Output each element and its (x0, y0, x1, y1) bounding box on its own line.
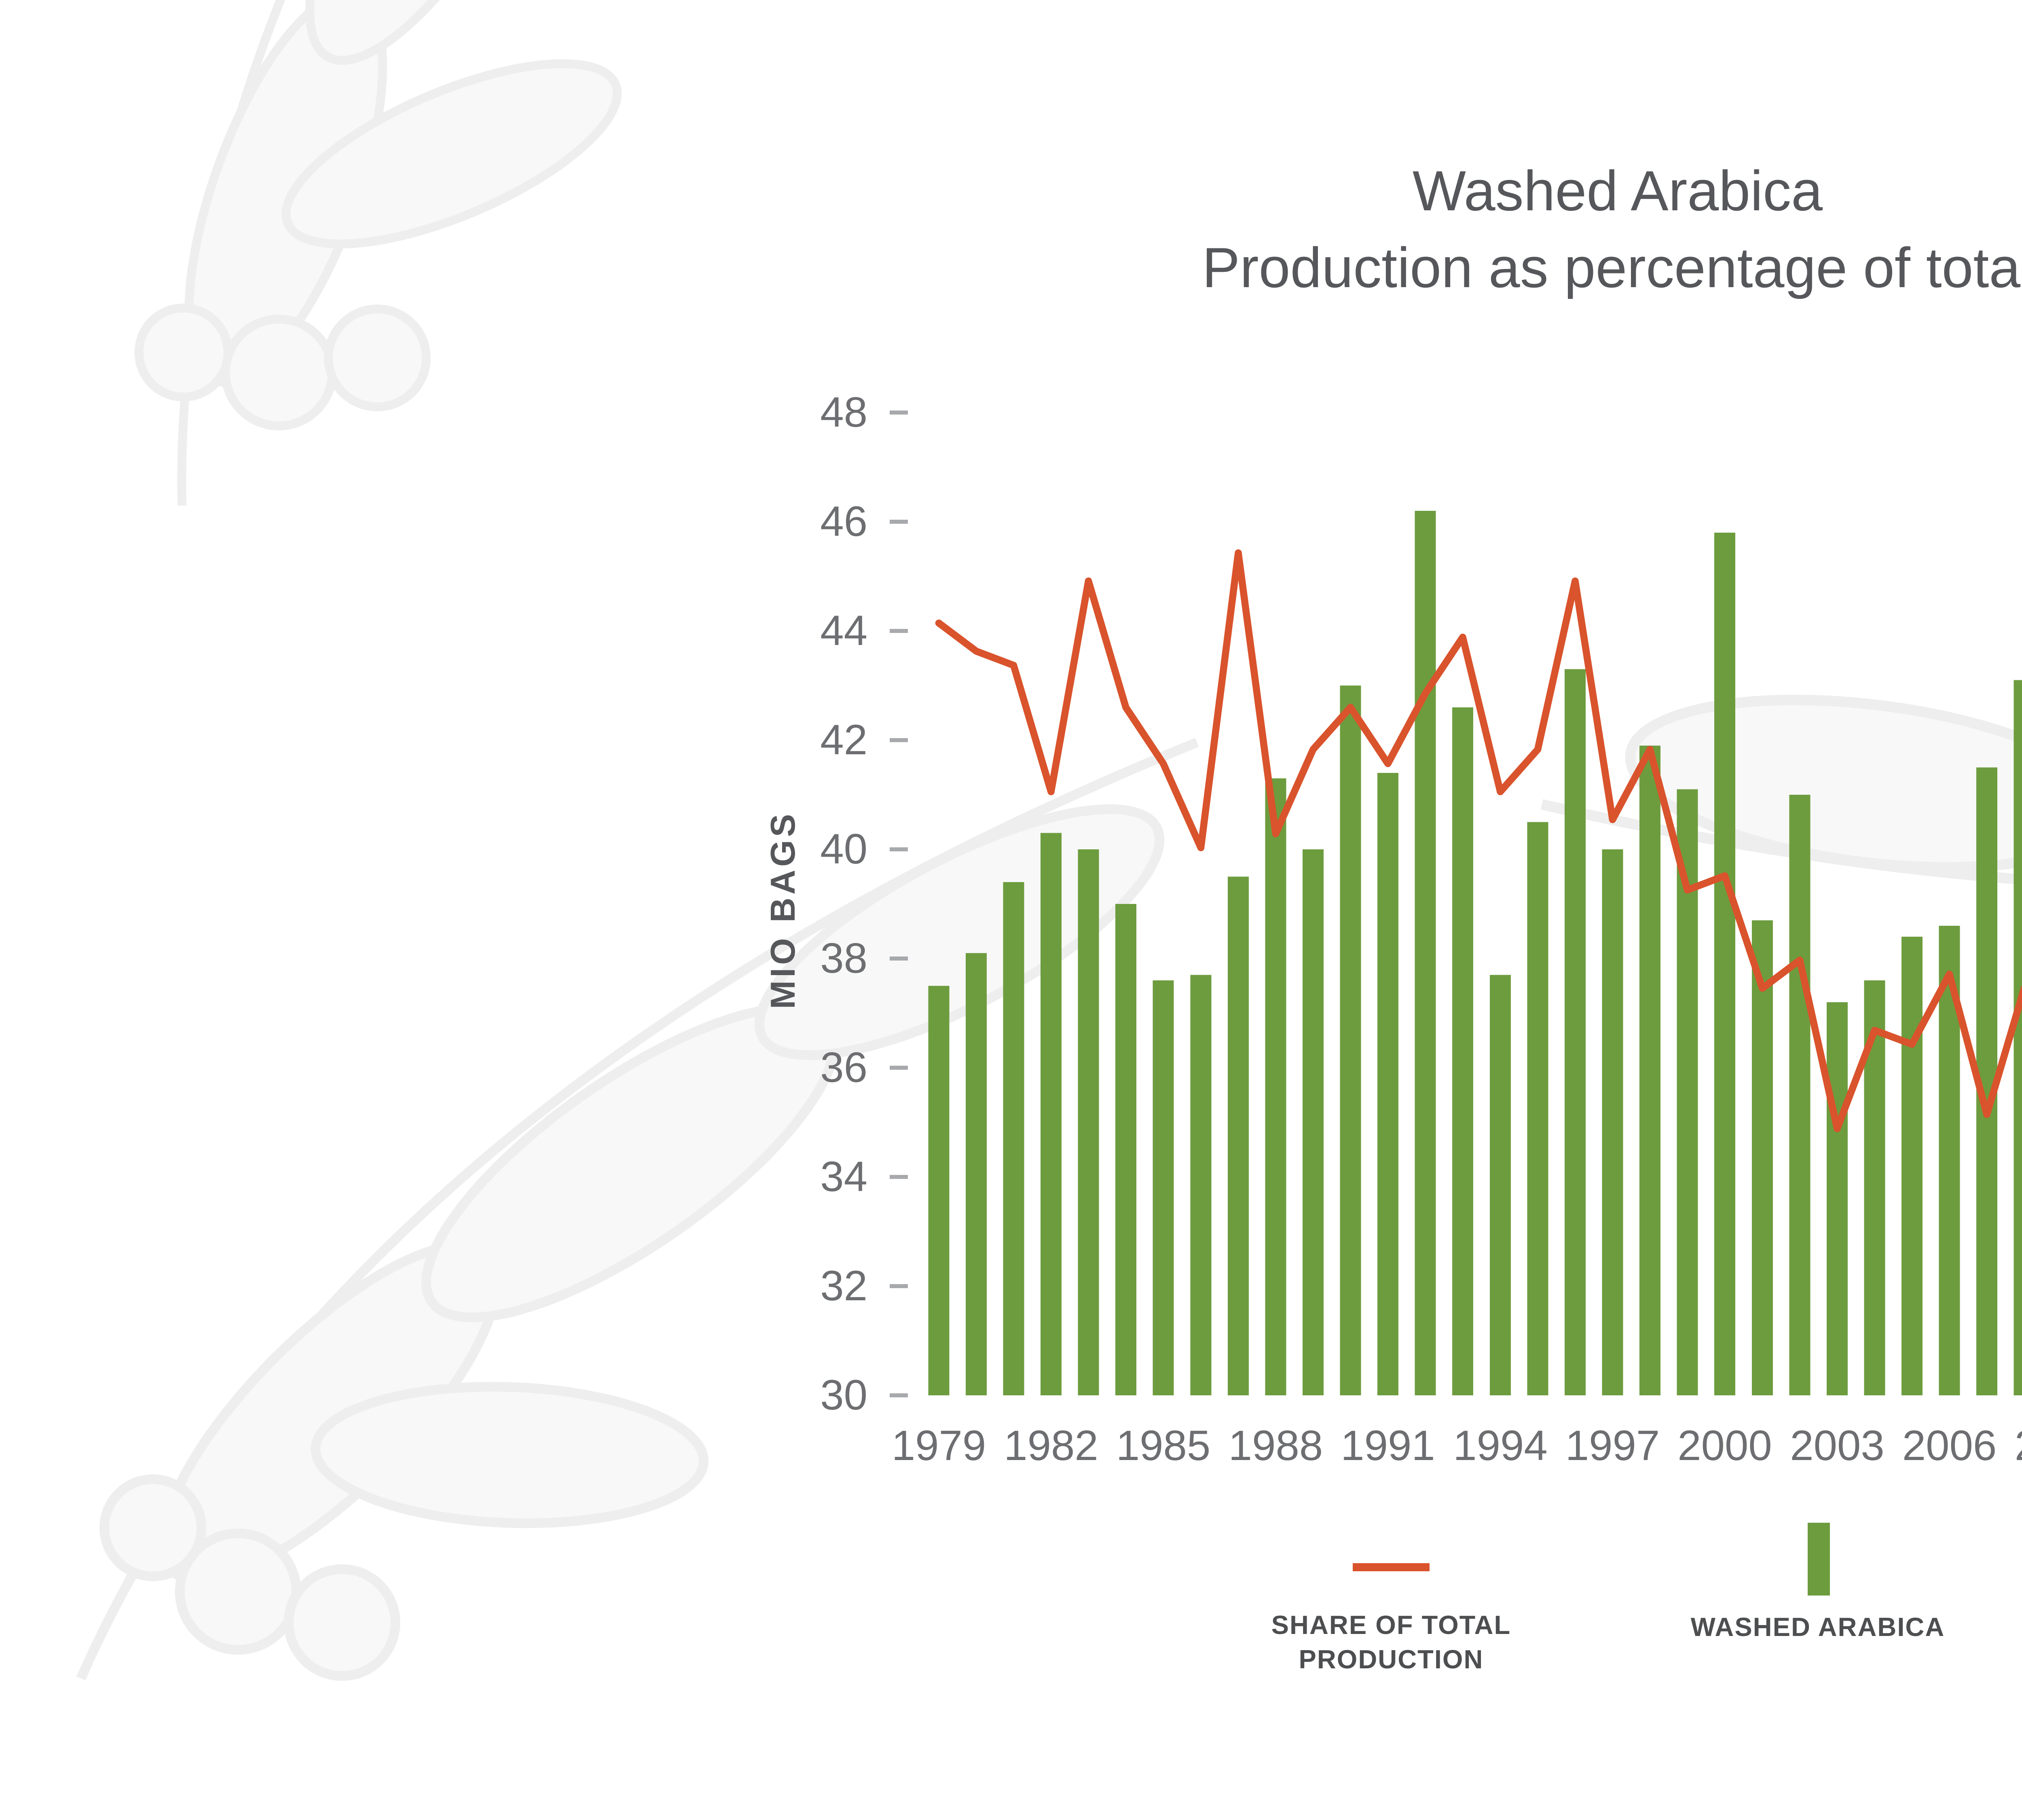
left-tick-label: 34 (820, 1153, 867, 1200)
x-tick-label: 1985 (1116, 1422, 1211, 1469)
x-tick-label: 2000 (1677, 1422, 1772, 1469)
bar-1984 (1115, 904, 1136, 1395)
left-tick-label: 32 (820, 1262, 867, 1310)
bar-1995 (1527, 822, 1548, 1395)
left-tick-label: 48 (820, 389, 867, 436)
x-tick-label: 1994 (1453, 1422, 1548, 1469)
legend-item-share-of-total: SHARE OF TOTAL PRODUCTION (1209, 1563, 1573, 1676)
share-of-total-line (935, 549, 2022, 1132)
bar-2002 (1789, 795, 1810, 1395)
bar-1990 (1340, 686, 1361, 1395)
x-tick-label: 2006 (1902, 1422, 1997, 1469)
bar-1998 (1639, 745, 1660, 1395)
legend-line-label-2: PRODUCTION (1299, 1644, 1484, 1674)
left-tick-label: 42 (820, 716, 867, 764)
x-tick-label: 1991 (1341, 1422, 1435, 1469)
chart-title-line2: Production as percentage of total (1202, 237, 2022, 299)
bar-2003 (1827, 1002, 1848, 1395)
bar-1988 (1265, 778, 1286, 1395)
bar-1991 (1377, 773, 1399, 1395)
bar-1983 (1078, 849, 1099, 1395)
bar-1979 (928, 986, 950, 1395)
legend-line-label-1: SHARE OF TOTAL (1271, 1610, 1511, 1640)
bar-2001 (1752, 920, 1773, 1395)
x-tick-label: 1988 (1229, 1422, 1323, 1469)
x-tick-label: 2009 (2015, 1422, 2022, 1469)
bar-1982 (1041, 833, 1062, 1395)
x-tick-label: 1997 (1565, 1422, 1660, 1469)
line-legend-swatch (1353, 1563, 1430, 1571)
bar-1993 (1452, 707, 1474, 1395)
bar-1996 (1565, 669, 1586, 1395)
left-tick-label: 46 (820, 498, 867, 545)
chart-title: Washed Arabica Production as percentage … (0, 154, 2022, 307)
x-tick-label: 2003 (1790, 1422, 1885, 1469)
chart-title-line1: Washed Arabica (1412, 160, 1823, 222)
bar-1994 (1490, 975, 1511, 1395)
bar-1980 (966, 953, 987, 1395)
bar-1989 (1303, 849, 1324, 1395)
x-tick-label: 1979 (892, 1422, 986, 1469)
bar-2008 (2014, 680, 2022, 1395)
legend-bar-label: WASHED ARABICA (1690, 1612, 1945, 1642)
left-tick-label: 36 (820, 1044, 867, 1091)
legend-item-washed-arabica: WASHED ARABICA (1636, 1523, 2000, 1644)
x-tick-label: 1982 (1004, 1422, 1098, 1469)
left-tick-label: 38 (820, 935, 867, 982)
bar-1987 (1228, 876, 1249, 1395)
bar-legend-swatch (1806, 1523, 1829, 1596)
bar-2005 (1901, 937, 1923, 1395)
bar-1985 (1153, 980, 1174, 1395)
left-tick-label: 44 (820, 607, 867, 654)
bar-1997 (1602, 849, 1623, 1395)
bar-2000 (1714, 533, 1735, 1395)
left-tick-label: 40 (820, 825, 867, 873)
bar-1992 (1415, 511, 1436, 1395)
bar-1986 (1190, 975, 1212, 1395)
left-tick-label: 30 (820, 1371, 867, 1419)
bar-1981 (1003, 882, 1024, 1395)
